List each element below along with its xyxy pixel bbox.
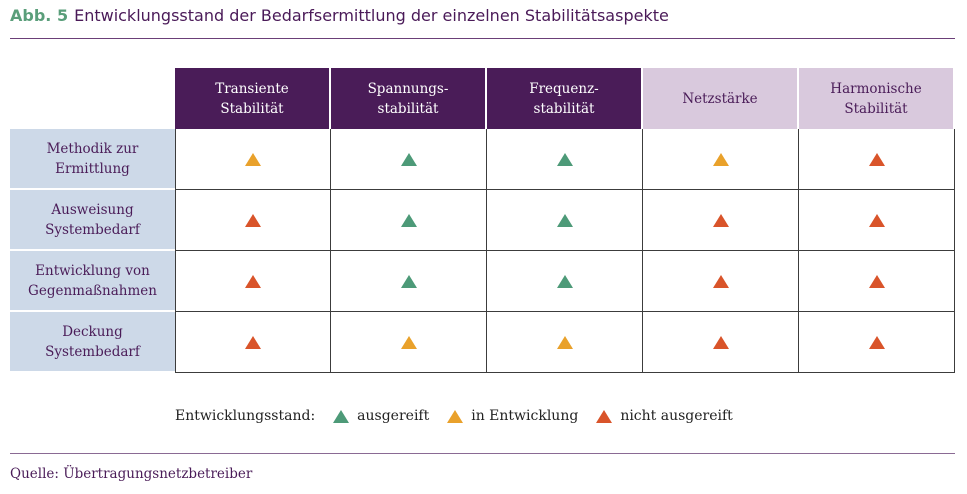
source-note: Quelle: Übertragungsnetzbetreiber [10, 466, 253, 482]
status-triangle-icon [868, 335, 885, 349]
table-cell [331, 190, 487, 251]
table-cell [331, 312, 487, 373]
status-triangle-icon [868, 152, 885, 166]
row-label-gegenmassnahmen: Entwicklung von Gegenmaßnahmen [10, 251, 175, 312]
table-cell [799, 129, 955, 190]
table-cell [487, 129, 643, 190]
status-triangle-icon [712, 335, 729, 349]
table-cell [175, 129, 331, 190]
column-header-transiente-stabilitaet: Transiente Stabilität [175, 68, 331, 129]
top-divider [10, 38, 955, 39]
table-cell [175, 190, 331, 251]
legend-item-ausgereift: ausgereift [333, 408, 429, 424]
legend: Entwicklungsstand: ausgereift in Entwick… [175, 408, 733, 424]
status-triangle-icon [712, 152, 729, 166]
status-triangle-icon [245, 152, 261, 166]
green-triangle-icon [333, 409, 350, 423]
status-triangle-icon [868, 213, 885, 227]
table-cell [799, 312, 955, 373]
status-triangle-icon [400, 274, 417, 288]
status-triangle-icon [400, 152, 417, 166]
column-header-harmonische-stabilitaet: Harmonische Stabilität [799, 68, 955, 129]
row-label-ausweisung: Ausweisung Systembedarf [10, 190, 175, 251]
column-header-frequenzstabilitaet: Frequenz-stabilität [487, 68, 643, 129]
table-cell [175, 251, 331, 312]
red-triangle-icon [596, 409, 613, 423]
row-label-deckung: Deckung Systembedarf [10, 312, 175, 373]
legend-item-in-entwicklung: in Entwicklung [447, 408, 578, 424]
status-triangle-icon [245, 274, 261, 288]
status-triangle-icon [400, 335, 417, 349]
status-triangle-icon [868, 274, 885, 288]
status-triangle-icon [245, 335, 261, 349]
status-triangle-icon [245, 213, 261, 227]
table-cell [643, 129, 799, 190]
legend-item-nicht-ausgereift: nicht ausgereift [596, 408, 733, 424]
bottom-divider [10, 453, 955, 454]
figure-number: Abb. 5 [10, 6, 69, 25]
orange-triangle-icon [447, 409, 464, 423]
table-cell [799, 190, 955, 251]
figure-title-text: Entwicklungsstand der Bedarfsermittlung … [74, 6, 669, 25]
status-triangle-icon [712, 213, 729, 227]
status-triangle-icon [556, 274, 573, 288]
table-cell [331, 129, 487, 190]
table-cell [487, 312, 643, 373]
figure-title: Abb. 5 Entwicklungsstand der Bedarfsermit… [10, 6, 669, 25]
status-triangle-icon [556, 213, 573, 227]
column-header-netzstaerke: Netzstärke [643, 68, 799, 129]
table-cell [175, 312, 331, 373]
status-triangle-icon [400, 213, 417, 227]
column-header-spannungsstabilitaet: Spannungs-stabilität [331, 68, 487, 129]
legend-label: Entwicklungsstand: [175, 408, 316, 424]
table-cell [487, 251, 643, 312]
table-corner [10, 68, 175, 129]
status-triangle-icon [712, 274, 729, 288]
row-label-methodik: Methodik zur Ermittlung [10, 129, 175, 190]
table-cell [643, 190, 799, 251]
table-cell [643, 251, 799, 312]
table-cell [331, 251, 487, 312]
status-table: Transiente Stabilität Spannungs-stabilitä… [10, 68, 955, 373]
table-cell [487, 190, 643, 251]
status-triangle-icon [556, 335, 573, 349]
table-cell [643, 312, 799, 373]
table-cell [799, 251, 955, 312]
status-triangle-icon [556, 152, 573, 166]
